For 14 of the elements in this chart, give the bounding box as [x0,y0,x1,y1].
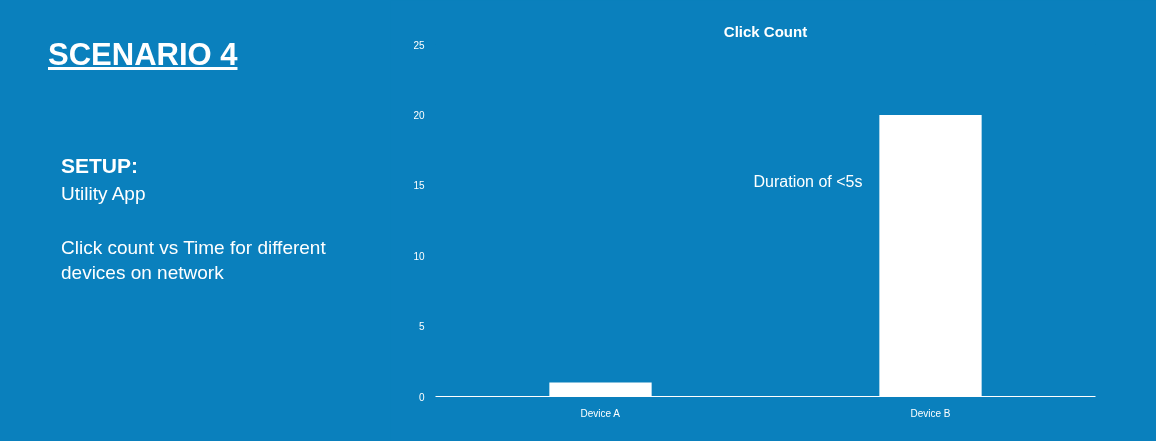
y-tick-label: 5 [418,321,425,333]
text: SCENARIO 4 [48,36,238,74]
text: SETUP: [61,153,139,179]
y-tick-label: 20 [413,109,425,121]
x-tick-label: Device A [580,407,621,419]
y-tick-label: 10 [413,250,425,262]
y-tick-label: 15 [413,180,425,192]
chart-title: Click Count [723,22,808,40]
text: Utility App [61,182,146,206]
annotation: Duration of <5s [753,172,863,190]
x-tick-label: Device B [910,407,951,419]
text: Click count vs Time for different devices on network [61,236,327,285]
y-tick-label: 25 [413,39,425,51]
y-tick-label: 0 [418,391,425,403]
